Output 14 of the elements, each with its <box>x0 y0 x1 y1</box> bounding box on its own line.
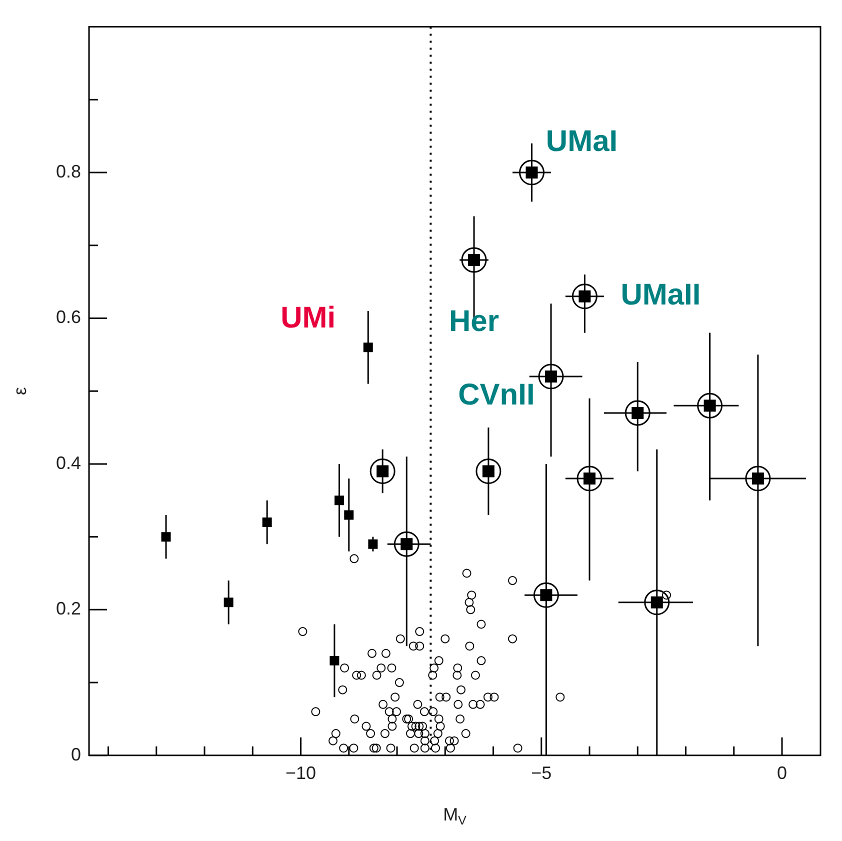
annotation: UMaII <box>620 278 701 312</box>
x-tick-label: 0 <box>776 763 788 784</box>
y-axis-title: ε <box>10 387 30 396</box>
annotation: Her <box>448 305 500 338</box>
y-tick-label: 0.4 <box>56 452 82 473</box>
x-tick-label: −10 <box>285 763 316 784</box>
y-tick-label: 0.6 <box>56 307 82 328</box>
annotation: UMi <box>280 302 336 335</box>
annotation: UMaI <box>546 124 618 158</box>
y-tick-label: 0 <box>71 744 82 764</box>
y-tick-label: 0.8 <box>56 161 82 182</box>
x-tick-label: −5 <box>531 763 552 784</box>
y-tick-label: 0.2 <box>56 598 82 619</box>
annotation: CVnII <box>458 378 535 412</box>
